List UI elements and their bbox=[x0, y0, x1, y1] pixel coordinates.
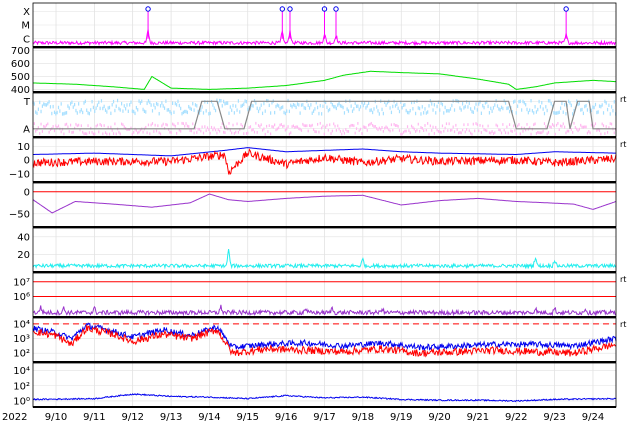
x-tick-label: 9/24 bbox=[582, 412, 604, 423]
y-tick-label: C bbox=[23, 34, 30, 45]
series-line bbox=[32, 148, 617, 176]
x-tick-label: 9/15 bbox=[237, 412, 259, 423]
x-tick-label: 9/17 bbox=[313, 412, 335, 423]
y-tick-label: 20 bbox=[17, 250, 30, 261]
y-tick-label: 10² bbox=[13, 381, 30, 392]
x-tick-label: 9/18 bbox=[352, 412, 374, 423]
x-tick-label: 9/19 bbox=[390, 412, 412, 423]
y-tick-label: 10³ bbox=[13, 334, 30, 345]
panel-bz-bt: 10 0 −10 rt bbox=[9, 137, 626, 183]
x-tick-label: 9/16 bbox=[275, 412, 297, 423]
y-tick-label: 400 bbox=[11, 85, 30, 96]
series-line bbox=[33, 147, 616, 157]
y-tick-label: A bbox=[23, 124, 30, 135]
flare-marker bbox=[321, 6, 328, 12]
panel-ap-index: 40 20 bbox=[17, 227, 617, 273]
x-tick-label: 9/22 bbox=[505, 412, 527, 423]
x-tick-label: 9/13 bbox=[160, 412, 182, 423]
series-line bbox=[32, 249, 617, 270]
series-step-line bbox=[33, 100, 616, 130]
panel-imf-sector: T Art bbox=[23, 92, 626, 138]
x-tick-label: 9/20 bbox=[428, 412, 450, 423]
panel-xray-background: 10⁴ 10² 10⁰ bbox=[13, 362, 617, 408]
y-tick-label: 10⁴ bbox=[13, 366, 30, 377]
x-tick-label: 9/10 bbox=[45, 412, 67, 423]
y-tick-label: 10⁰ bbox=[13, 396, 30, 407]
panel-side-label: rt bbox=[620, 95, 626, 104]
y-tick-label: M bbox=[21, 21, 30, 32]
y-tick-label: −10 bbox=[9, 169, 30, 180]
y-tick-label: 10 bbox=[17, 142, 30, 153]
series-line bbox=[32, 70, 616, 90]
x-tick-label: 9/23 bbox=[543, 412, 565, 423]
panel-xray-class: XMC bbox=[21, 2, 617, 48]
x-axis: 2022 9/10 9/11 9/12 9/13 9/14 9/15 9/16 9/17 9/18… bbox=[2, 412, 604, 423]
panel-solar-wind-speed: 700 600 500 400 bbox=[11, 46, 617, 96]
panel-side-label: rt bbox=[620, 275, 626, 284]
y-tick-label: 40 bbox=[17, 232, 30, 243]
flare-marker bbox=[563, 6, 569, 12]
panel-proton-flux: 10⁴ 10³ 10² rt bbox=[13, 317, 626, 363]
x-tick-label: 9/11 bbox=[83, 412, 105, 423]
panel-side-label: rt bbox=[620, 320, 626, 329]
x-tick-label: 9/14 bbox=[198, 412, 220, 423]
y-tick-label: 10⁴ bbox=[13, 319, 30, 330]
y-tick-label: 10² bbox=[13, 349, 30, 360]
series-line bbox=[32, 325, 617, 358]
panel-side-label: rt bbox=[620, 140, 626, 149]
flare-marker bbox=[145, 6, 151, 12]
flare-marker bbox=[333, 6, 339, 12]
flare-marker bbox=[279, 6, 286, 12]
y-tick-label: X bbox=[23, 7, 30, 18]
y-tick-label: 700 bbox=[11, 46, 30, 57]
y-tick-label: 0 bbox=[24, 187, 30, 198]
y-tick-label: 0 bbox=[24, 156, 30, 167]
series-line bbox=[32, 304, 617, 317]
y-tick-label: 10⁶ bbox=[13, 292, 30, 303]
panel-electron-flux: 10⁷ 10⁶ rt bbox=[13, 272, 626, 318]
y-tick-label: 10⁷ bbox=[13, 277, 30, 288]
series-line bbox=[32, 193, 617, 214]
x-tick-label: 9/12 bbox=[121, 412, 143, 423]
series-line bbox=[32, 393, 617, 403]
y-tick-label: −50 bbox=[9, 209, 30, 220]
y-tick-label: 500 bbox=[11, 72, 30, 83]
panel-dst-index: 0 −50 bbox=[9, 182, 617, 228]
y-tick-label: 600 bbox=[11, 59, 30, 70]
x-axis-year-label: 2022 bbox=[2, 412, 27, 423]
series-line bbox=[32, 322, 617, 352]
y-tick-label: T bbox=[23, 97, 31, 108]
flare-marker bbox=[287, 6, 293, 12]
x-tick-label: 9/21 bbox=[467, 412, 489, 423]
